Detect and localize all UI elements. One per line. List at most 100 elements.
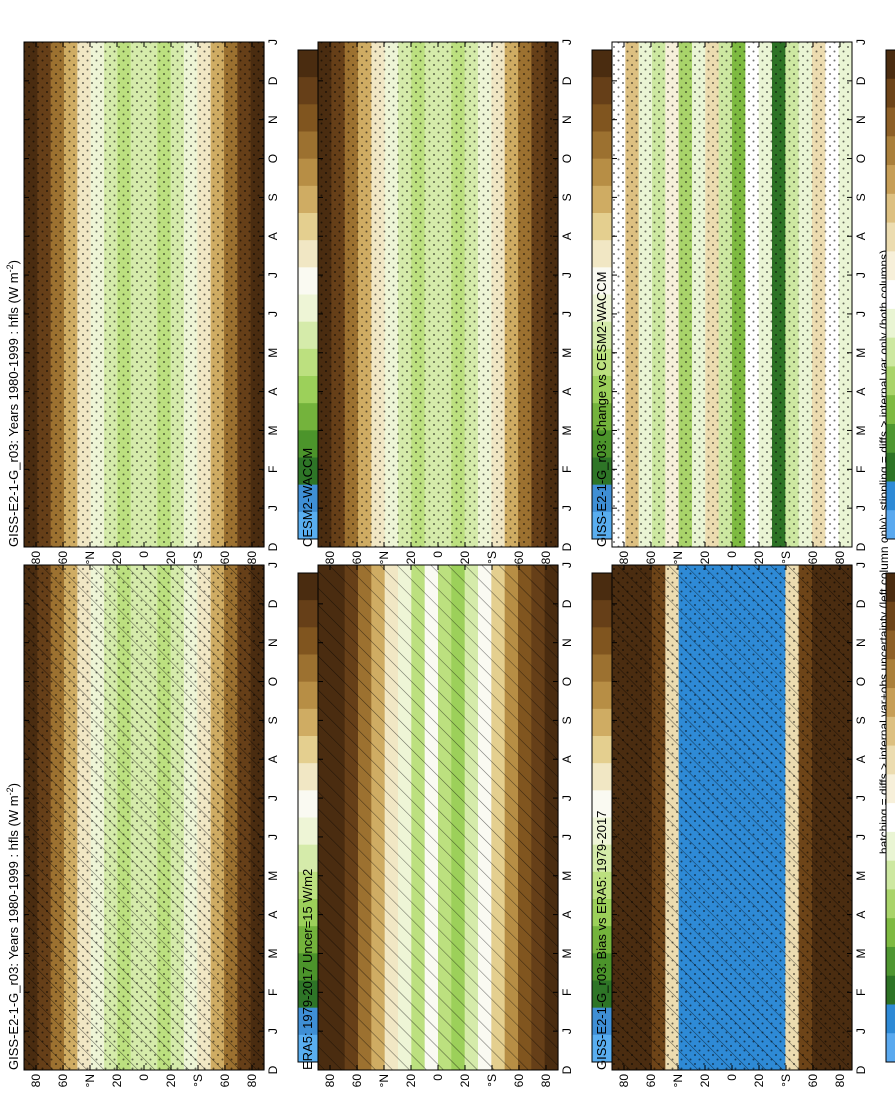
- colorbar-swatch: [592, 212, 616, 241]
- x-tick-label: F: [854, 466, 868, 473]
- plot-area: D J F M A M J J A S O N D J 80 60 °N 20 0 20 °S 60 80 CESM2-WAC…: [300, 39, 633, 564]
- x-tick-label: M: [854, 871, 868, 881]
- colorbar-swatch: [886, 394, 895, 424]
- colorbar-swatch: [298, 762, 322, 791]
- y-tick-label: 0: [725, 551, 739, 558]
- panel-title: GISS-E2-1-G_r03: Years 1980-1999 : hfls …: [5, 260, 21, 547]
- colorbar-swatch: [592, 599, 616, 628]
- x-tick-label: J: [560, 795, 574, 801]
- colorbar-swatch: [886, 337, 895, 367]
- x-tick-label: J: [560, 39, 574, 45]
- x-tick-label: J: [560, 505, 574, 511]
- x-tick-label: F: [854, 989, 868, 996]
- panel-title: ERA5: 1979-2017 Uncer=15 W/m2: [300, 869, 315, 1070]
- x-tick-label: J: [266, 562, 280, 568]
- x-tick-label: M: [854, 348, 868, 358]
- colorbar-swatch: [592, 871, 616, 899]
- x-tick-label: N: [854, 638, 868, 647]
- x-tick-label: F: [560, 466, 574, 473]
- x-tick-label: O: [854, 677, 868, 686]
- colorbar-swatch: [592, 484, 616, 512]
- y-tick-label: 20: [164, 551, 178, 565]
- colorbar-swatch: [298, 979, 322, 1008]
- y-tick-label: 20: [110, 551, 124, 565]
- title-superscript: -2: [5, 264, 15, 272]
- y-tick-label: 60: [56, 1074, 70, 1088]
- y-tick-label: 20: [698, 551, 712, 565]
- x-tick-label: D: [560, 542, 574, 551]
- colorbar-swatch: [298, 735, 322, 764]
- x-tick-label: A: [560, 911, 574, 919]
- y-tick-label: 60: [806, 551, 820, 565]
- x-tick-label: A: [266, 911, 280, 919]
- x-tick-label: J: [560, 562, 574, 568]
- y-tick-label: °N: [83, 1074, 97, 1087]
- colorbar-swatch: [886, 1003, 895, 1034]
- x-tick-label: J: [266, 795, 280, 801]
- y-tick-label: 60: [218, 1074, 232, 1088]
- colorbar-swatch: [298, 484, 322, 512]
- colorbar-swatch: [298, 952, 322, 981]
- colorbar-swatch: [886, 135, 895, 166]
- colorbar: 201612840-4-8-12-16-20: [885, 49, 895, 540]
- x-tick-label: M: [560, 871, 574, 881]
- x-tick-label: D: [266, 1065, 280, 1074]
- colorbar-swatch: [886, 164, 895, 194]
- colorbar-swatch: [298, 239, 322, 268]
- colorbar-swatch: [886, 716, 895, 746]
- panel-hfls-giss-left: D J F M A M J J A S O N D J 80 60 °N 20 0 20 °S 60 80 GISS-E2-1…: [5, 562, 339, 1087]
- colorbar-swatch: [592, 653, 616, 682]
- y-tick-label: 60: [218, 551, 232, 565]
- colorbar-swatch: [886, 308, 895, 338]
- colorbar-swatch: [298, 816, 322, 845]
- colorbar-swatch: [592, 681, 616, 709]
- colorbar-swatch: [886, 888, 895, 919]
- y-tick-label: 80: [245, 1074, 259, 1088]
- y-tick-label: 60: [644, 1074, 658, 1088]
- colorbar-swatch: [592, 511, 616, 539]
- colorbar-swatch: [298, 429, 322, 458]
- x-tick-label: J: [854, 834, 868, 840]
- colorbar-swatch: [592, 131, 616, 159]
- colorbar-swatch: [592, 103, 616, 132]
- panel-title: GISS-E2-1-G_r03: Bias vs ERA5: 1979-2017: [594, 811, 609, 1070]
- x-tick-label: D: [854, 542, 868, 551]
- colorbar-swatch: [298, 898, 322, 927]
- x-tick-label: A: [266, 388, 280, 396]
- colorbar-swatch: [592, 375, 616, 404]
- plot-area: D J F M A M J J A S O N D J 80 60 °N 20 0 20 °S 60 80 GISS-E2-1…: [594, 39, 895, 564]
- colorbar-swatch: [592, 844, 616, 872]
- colorbar-swatch: [592, 402, 616, 431]
- x-tick-label: A: [266, 232, 280, 240]
- x-tick-label: J: [266, 834, 280, 840]
- colorbar-swatch: [592, 925, 616, 954]
- colorbar-swatch: [298, 103, 322, 132]
- colorbar-swatch: [592, 898, 616, 927]
- colorbar-swatch: [298, 294, 322, 322]
- y-tick-label: °S: [779, 551, 793, 564]
- y-tick-label: 20: [752, 1074, 766, 1088]
- y-tick-label: 20: [164, 1074, 178, 1088]
- panel-cesm2-waccm: D J F M A M J J A S O N D J 80 60 °N 20 0 20 °S 60 80 CESM2-WAC…: [300, 39, 633, 564]
- y-tick-label: °S: [191, 1074, 205, 1087]
- x-tick-label: J: [854, 272, 868, 278]
- colorbar-swatch: [298, 681, 322, 709]
- y-tick-label: 80: [245, 551, 259, 565]
- y-tick-label: 20: [404, 1074, 418, 1088]
- colorbar-swatch: [298, 348, 322, 376]
- y-tick-label: 0: [137, 1074, 151, 1081]
- colorbar-swatch: [886, 630, 895, 660]
- x-tick-label: J: [854, 795, 868, 801]
- x-tick-label: N: [854, 115, 868, 124]
- colorbar-swatch: [592, 158, 616, 186]
- x-tick-label: M: [266, 871, 280, 881]
- colorbar-swatch: [592, 49, 616, 78]
- x-tick-label: O: [560, 677, 574, 686]
- plot-area: D J F M A M J J A S O N D J 80 60 °N 20 0 20 °S 60 80 ERA5: 197…: [300, 562, 633, 1087]
- hatching: [24, 565, 264, 1070]
- colorbar-swatch: [886, 193, 895, 223]
- colorbar-swatch: [592, 239, 616, 268]
- x-tick-label: J: [560, 1028, 574, 1034]
- colorbar-swatch: [886, 452, 895, 482]
- y-tick-label: 20: [404, 551, 418, 565]
